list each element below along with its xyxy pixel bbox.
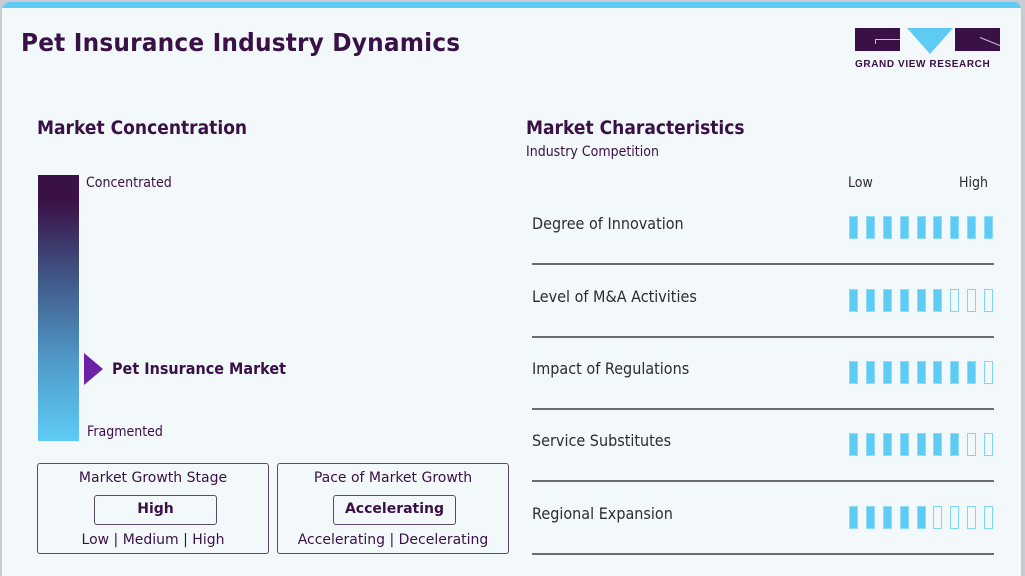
rating-segment-filled bbox=[899, 216, 909, 239]
rating-meter bbox=[849, 216, 994, 239]
pace-of-market-growth-box: Pace of Market Growth Accelerating Accel… bbox=[277, 463, 509, 554]
concentration-gradient-bar bbox=[38, 175, 79, 441]
market-concentration-heading: Market Concentration bbox=[37, 117, 248, 139]
market-characteristics-heading: Market Characteristics bbox=[526, 117, 745, 139]
rating-meter bbox=[849, 289, 994, 312]
growth-pace-value: Accelerating bbox=[333, 495, 456, 525]
scale-low-label: Low bbox=[848, 175, 873, 191]
logo-text: GRAND VIEW RESEARCH bbox=[855, 59, 991, 70]
rating-segment-empty bbox=[967, 433, 977, 456]
rating-segment-empty bbox=[950, 506, 960, 529]
row-divider bbox=[532, 336, 994, 338]
characteristic-row: Impact of Regulations bbox=[532, 359, 994, 431]
rating-segment-filled bbox=[899, 289, 909, 312]
growth-pace-title: Pace of Market Growth bbox=[313, 470, 473, 486]
row-divider bbox=[532, 408, 994, 410]
concentrated-label: Concentrated bbox=[86, 175, 172, 191]
rating-meter bbox=[849, 361, 994, 384]
rating-segment-filled bbox=[865, 361, 875, 384]
market-growth-stage-box: Market Growth Stage High Low | Medium | … bbox=[37, 463, 269, 554]
rating-segment-empty bbox=[933, 506, 943, 529]
rating-segment-filled bbox=[950, 361, 960, 384]
rating-segment-filled bbox=[916, 361, 926, 384]
logo-r-block-icon bbox=[955, 28, 1000, 51]
rating-segment-filled bbox=[865, 216, 875, 239]
rating-segment-filled bbox=[899, 433, 909, 456]
rating-segment-filled bbox=[849, 216, 858, 239]
page-title: Pet Insurance Industry Dynamics bbox=[21, 28, 461, 57]
fragmented-label: Fragmented bbox=[87, 424, 163, 440]
characteristic-label: Impact of Regulations bbox=[532, 359, 690, 378]
rating-segment-filled bbox=[849, 289, 858, 312]
scale-high-label: High bbox=[959, 175, 988, 191]
rating-segment-filled bbox=[865, 506, 875, 529]
market-pointer-triangle-icon bbox=[84, 353, 103, 385]
rating-segment-filled bbox=[933, 361, 943, 384]
industry-competition-subheading: Industry Competition bbox=[526, 144, 659, 160]
rating-segment-filled bbox=[916, 216, 926, 239]
growth-stage-options: Low | Medium | High bbox=[81, 532, 225, 548]
characteristic-row: Level of M&A Activities bbox=[532, 287, 994, 359]
rating-segment-empty bbox=[984, 506, 994, 529]
rating-segment-filled bbox=[865, 289, 875, 312]
rating-segment-filled bbox=[950, 433, 960, 456]
rating-segment-empty bbox=[950, 289, 960, 312]
growth-stage-title: Market Growth Stage bbox=[78, 470, 228, 486]
rating-segment-empty bbox=[967, 289, 977, 312]
rating-segment-filled bbox=[967, 361, 977, 384]
rating-meter bbox=[849, 433, 994, 456]
growth-stage-value: High bbox=[94, 495, 217, 525]
row-divider bbox=[532, 553, 994, 555]
row-divider bbox=[532, 263, 994, 265]
rating-segment-empty bbox=[984, 289, 994, 312]
rating-segment-filled bbox=[882, 506, 892, 529]
rating-segment-filled bbox=[849, 506, 858, 529]
rating-segment-filled bbox=[933, 433, 943, 456]
rating-segment-filled bbox=[933, 216, 943, 239]
rating-segment-filled bbox=[916, 433, 926, 456]
characteristic-label: Service Substitutes bbox=[532, 431, 672, 450]
rating-segment-filled bbox=[950, 216, 960, 239]
rating-segment-filled bbox=[882, 289, 892, 312]
rating-segment-filled bbox=[967, 216, 977, 239]
rating-segment-filled bbox=[984, 216, 994, 239]
rating-segment-filled bbox=[882, 433, 892, 456]
rating-segment-filled bbox=[882, 216, 892, 239]
characteristic-row: Degree of Innovation bbox=[532, 214, 994, 286]
characteristic-label: Regional Expansion bbox=[532, 504, 673, 523]
rating-meter bbox=[849, 506, 994, 529]
rating-segment-filled bbox=[849, 433, 858, 456]
logo-v-triangle-icon bbox=[907, 28, 953, 54]
rating-segment-filled bbox=[916, 289, 926, 312]
rating-segment-empty bbox=[984, 433, 994, 456]
characteristic-label: Degree of Innovation bbox=[532, 214, 684, 233]
market-pointer-label: Pet Insurance Market bbox=[112, 359, 287, 378]
rating-segment-filled bbox=[882, 361, 892, 384]
rating-segment-filled bbox=[899, 361, 909, 384]
grand-view-research-logo: GRAND VIEW RESEARCH bbox=[855, 28, 1000, 72]
rating-segment-filled bbox=[933, 289, 943, 312]
characteristic-label: Level of M&A Activities bbox=[532, 287, 697, 306]
characteristic-row: Regional Expansion bbox=[532, 504, 994, 576]
rating-segment-filled bbox=[849, 361, 858, 384]
top-accent-bar bbox=[2, 2, 1021, 8]
row-divider bbox=[532, 480, 994, 482]
rating-segment-filled bbox=[865, 433, 875, 456]
rating-segment-empty bbox=[967, 506, 977, 529]
characteristic-row: Service Substitutes bbox=[532, 431, 994, 503]
rating-segment-empty bbox=[984, 361, 994, 384]
logo-g-block-icon bbox=[855, 28, 900, 51]
rating-segment-filled bbox=[916, 506, 926, 529]
growth-pace-options: Accelerating | Decelerating bbox=[297, 532, 489, 548]
rating-segment-filled bbox=[899, 506, 909, 529]
